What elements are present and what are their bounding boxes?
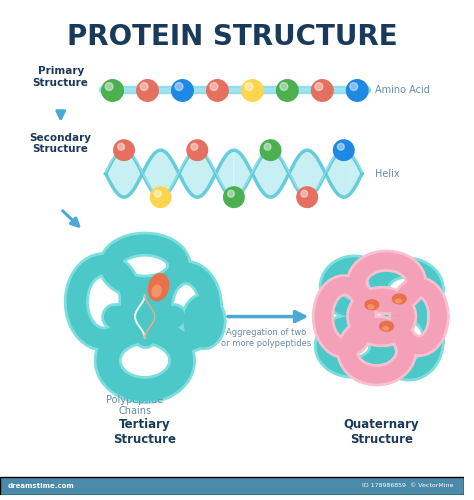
Circle shape xyxy=(191,144,198,150)
Circle shape xyxy=(346,80,368,101)
Text: PROTEIN STRUCTURE: PROTEIN STRUCTURE xyxy=(67,23,397,51)
Ellipse shape xyxy=(392,294,406,304)
Circle shape xyxy=(315,82,323,90)
Ellipse shape xyxy=(380,322,393,331)
Circle shape xyxy=(280,82,288,90)
Circle shape xyxy=(154,190,161,197)
Ellipse shape xyxy=(395,299,401,303)
Ellipse shape xyxy=(365,300,379,310)
Circle shape xyxy=(260,140,281,160)
Circle shape xyxy=(140,82,148,90)
Circle shape xyxy=(350,82,358,90)
Circle shape xyxy=(105,82,113,90)
Circle shape xyxy=(297,187,318,208)
Text: Polypeptide
Chains: Polypeptide Chains xyxy=(107,395,164,416)
Circle shape xyxy=(102,80,123,101)
Ellipse shape xyxy=(368,305,374,308)
Text: Aggregation of two
or more polypeptides: Aggregation of two or more polypeptides xyxy=(221,328,311,347)
Circle shape xyxy=(301,190,308,197)
Text: Quaternary
Structure: Quaternary Structure xyxy=(344,418,419,446)
Circle shape xyxy=(224,187,244,208)
Text: Amino Acid: Amino Acid xyxy=(375,86,430,96)
Text: dreamstime.com: dreamstime.com xyxy=(8,483,74,489)
Circle shape xyxy=(337,144,344,150)
Circle shape xyxy=(311,80,333,101)
Circle shape xyxy=(245,82,253,90)
Circle shape xyxy=(334,140,354,160)
Circle shape xyxy=(228,190,234,197)
Circle shape xyxy=(264,144,271,150)
Ellipse shape xyxy=(148,274,169,300)
Text: Secondary
Structure: Secondary Structure xyxy=(30,132,91,154)
Circle shape xyxy=(175,82,183,90)
FancyBboxPatch shape xyxy=(0,477,464,494)
Circle shape xyxy=(207,80,228,101)
Text: ID 178986859  © VectorMine: ID 178986859 © VectorMine xyxy=(362,484,454,488)
Ellipse shape xyxy=(383,326,389,330)
Text: Primary
Structure: Primary Structure xyxy=(33,66,89,88)
Circle shape xyxy=(118,144,125,150)
Circle shape xyxy=(276,80,298,101)
Circle shape xyxy=(242,80,263,101)
Circle shape xyxy=(150,187,171,208)
Ellipse shape xyxy=(152,286,161,297)
Circle shape xyxy=(172,80,193,101)
Circle shape xyxy=(137,80,158,101)
Circle shape xyxy=(210,82,218,90)
Text: Helix: Helix xyxy=(375,168,400,178)
Circle shape xyxy=(187,140,208,160)
Text: Tertiary
Structure: Tertiary Structure xyxy=(113,418,176,446)
Circle shape xyxy=(114,140,134,160)
